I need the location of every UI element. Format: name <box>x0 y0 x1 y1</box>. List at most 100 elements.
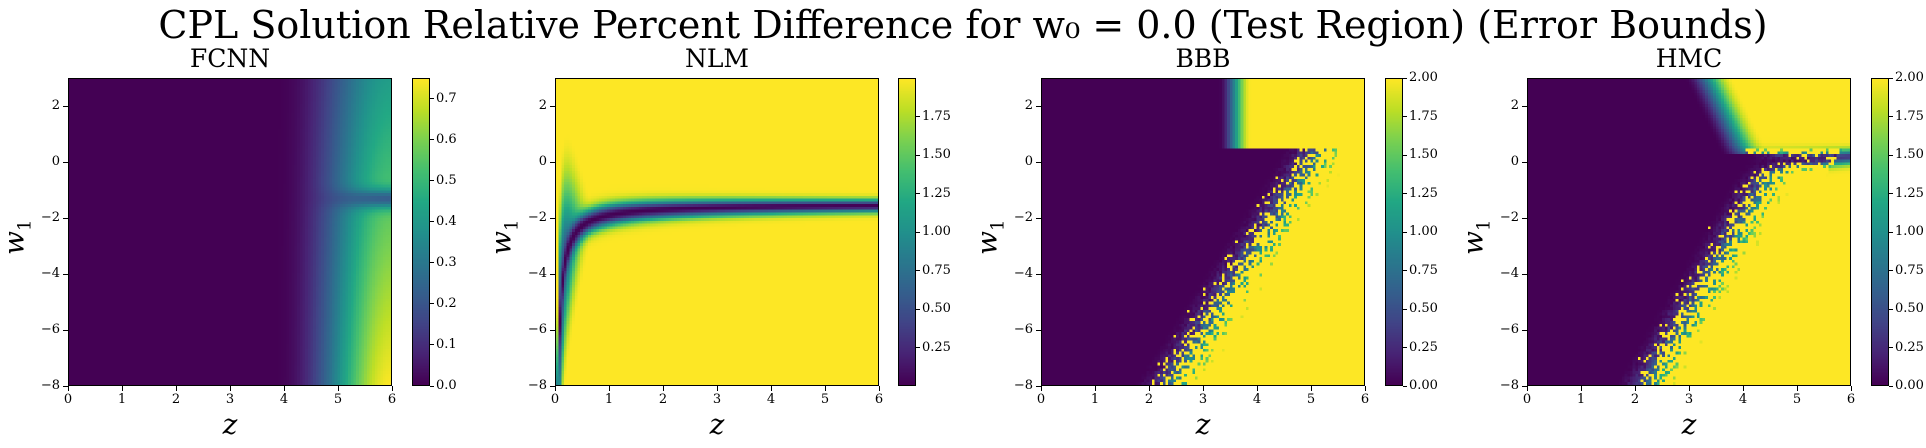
y-axis-label-subscript: 1 <box>501 219 523 232</box>
colorbar-tick-label: 0.25 <box>1409 339 1438 355</box>
x-tick <box>1796 386 1798 391</box>
colorbar-tick-label: 0.4 <box>436 213 457 229</box>
x-tick <box>1742 386 1744 391</box>
colorbar-tick-label: 0.25 <box>922 339 951 355</box>
colorbar-tick <box>430 303 434 305</box>
y-tick <box>1036 217 1041 219</box>
y-axis-label-subscript: 1 <box>14 219 36 232</box>
heatmap-cells <box>1042 79 1364 385</box>
x-axis-label: z <box>709 408 725 441</box>
x-tick-label: 1 <box>1090 392 1100 407</box>
x-tick-label: 2 <box>1630 392 1640 407</box>
y-axis-label: w1 <box>970 217 1014 257</box>
colorbar-tick <box>1403 347 1407 348</box>
colorbar <box>412 78 430 386</box>
colorbar-tick-label: 0.6 <box>436 131 457 147</box>
colorbar-gradient <box>1386 79 1402 385</box>
heatmap-cells <box>556 79 878 385</box>
y-tick <box>550 105 555 107</box>
x-tick <box>1256 386 1258 391</box>
colorbar-tick-label: 0.00 <box>1409 378 1438 393</box>
x-tick-label: 1 <box>604 392 614 407</box>
colorbar-tick-label: 1.00 <box>1409 224 1438 239</box>
x-tick-label: 6 <box>387 392 397 407</box>
panel-title: NLM <box>684 44 750 73</box>
y-tick <box>1522 273 1527 275</box>
y-tick-label: −8 <box>1499 378 1519 393</box>
colorbar-tick-label: 0.75 <box>1409 262 1438 278</box>
x-tick <box>391 386 393 391</box>
y-tick-label: 2 <box>51 98 60 113</box>
y-tick <box>1036 161 1041 163</box>
y-axis-label-main: w <box>970 231 1004 256</box>
colorbar-tick <box>1889 308 1893 310</box>
y-tick <box>1522 329 1527 331</box>
y-tick <box>63 385 68 387</box>
y-tick-label: −2 <box>1499 210 1519 225</box>
y-tick-label: 0 <box>1510 154 1519 169</box>
x-axis-label: z <box>1681 408 1697 441</box>
y-tick-label: −6 <box>1013 322 1033 337</box>
x-tick-label: 3 <box>1198 392 1208 407</box>
y-axis-label: w1 <box>0 217 40 257</box>
x-tick <box>1634 386 1636 391</box>
y-tick-label: −4 <box>1013 266 1033 281</box>
x-tick <box>67 386 69 391</box>
colorbar-tick-label: 0.50 <box>922 301 951 316</box>
colorbar-tick-label: 1.00 <box>922 224 951 239</box>
colorbar <box>1871 78 1889 386</box>
y-tick <box>63 161 68 163</box>
y-axis-label-main: w <box>1456 231 1490 256</box>
x-tick-label: 3 <box>1684 392 1694 407</box>
y-tick-label: −2 <box>527 210 547 225</box>
x-tick-label: 3 <box>712 392 722 407</box>
x-tick <box>1526 386 1528 391</box>
x-tick-label: 1 <box>1576 392 1586 407</box>
y-tick-label: −4 <box>40 266 60 281</box>
x-tick-label: 6 <box>1360 392 1370 407</box>
panel-title: FCNN <box>189 44 271 73</box>
y-tick <box>550 161 555 163</box>
x-axis-label: z <box>222 408 238 441</box>
colorbar-tick-label: 0.2 <box>436 295 457 311</box>
colorbar-tick-label: 0.25 <box>1895 339 1924 355</box>
x-tick-label: 4 <box>1738 392 1748 407</box>
x-tick-label: 6 <box>874 392 884 407</box>
x-tick <box>878 386 880 391</box>
colorbar-tick <box>1403 193 1407 194</box>
y-tick-label: −8 <box>40 378 60 393</box>
colorbar-tick-label: 2.00 <box>1409 70 1438 85</box>
x-tick-label: 0 <box>63 392 73 407</box>
colorbar-tick <box>430 98 434 100</box>
colorbar-tick <box>1403 270 1407 271</box>
y-tick <box>550 273 555 275</box>
y-tick-label: −8 <box>527 378 547 393</box>
x-tick <box>1850 386 1852 391</box>
colorbar-tick-label: 1.75 <box>1895 108 1924 124</box>
x-tick-label: 2 <box>658 392 668 407</box>
colorbar-tick-label: 1.25 <box>922 185 951 201</box>
colorbar-tick <box>1889 385 1893 387</box>
colorbar-tick-label: 0.75 <box>1895 262 1924 278</box>
colorbar-tick-label: 0.50 <box>1409 301 1438 316</box>
x-tick-label: 0 <box>1522 392 1532 407</box>
colorbar-tick <box>1403 308 1407 310</box>
y-tick <box>63 329 68 331</box>
x-tick-label: 4 <box>766 392 776 407</box>
colorbar-tick-label: 1.50 <box>1409 147 1438 162</box>
colorbar-tick-label: 0.3 <box>436 254 457 270</box>
colorbar-tick-label: 1.50 <box>1895 147 1924 162</box>
colorbar <box>898 78 916 386</box>
y-tick-label: −2 <box>1013 210 1033 225</box>
colorbar-tick <box>430 221 434 223</box>
colorbar-gradient <box>413 79 429 385</box>
y-tick-label: 0 <box>51 154 60 169</box>
colorbar-tick <box>916 270 920 271</box>
x-tick <box>229 386 231 391</box>
colorbar-tick-label: 0.7 <box>436 90 457 106</box>
y-axis-label-main: w <box>0 231 31 256</box>
colorbar-tick <box>916 308 920 310</box>
y-tick-label: 2 <box>1024 98 1033 113</box>
x-tick <box>121 386 123 391</box>
colorbar-tick <box>430 139 434 141</box>
